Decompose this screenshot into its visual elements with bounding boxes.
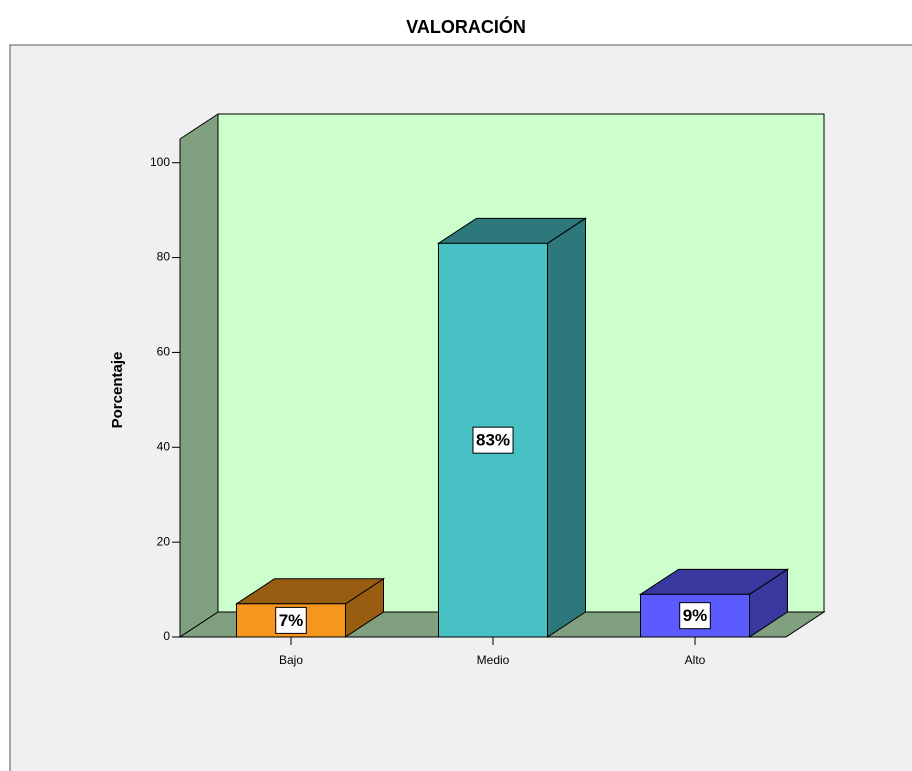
- chart-title: VALORACIÓN: [406, 16, 526, 37]
- value-label: 83%: [476, 431, 510, 450]
- y-tick-label: 0: [163, 629, 170, 643]
- value-label: 7%: [279, 611, 304, 630]
- x-tick-label: Alto: [685, 653, 706, 667]
- x-tick-label: Bajo: [279, 653, 303, 667]
- y-tick-label: 40: [157, 439, 171, 453]
- y-axis-title: Porcentaje: [109, 352, 126, 429]
- value-label-box: [472, 426, 514, 454]
- side-wall: [179, 113, 219, 638]
- y-tick-label: 60: [157, 345, 171, 359]
- bar: [640, 593, 750, 638]
- value-label-box: [275, 606, 307, 634]
- value-label: 9%: [683, 606, 708, 625]
- y-tick-label: 100: [150, 155, 170, 169]
- y-tick-label: 20: [157, 534, 171, 548]
- value-label-box: [679, 602, 711, 630]
- bar-side: [547, 217, 586, 638]
- y-tick-label: 80: [157, 250, 171, 264]
- x-tick-label: Medio: [477, 653, 510, 667]
